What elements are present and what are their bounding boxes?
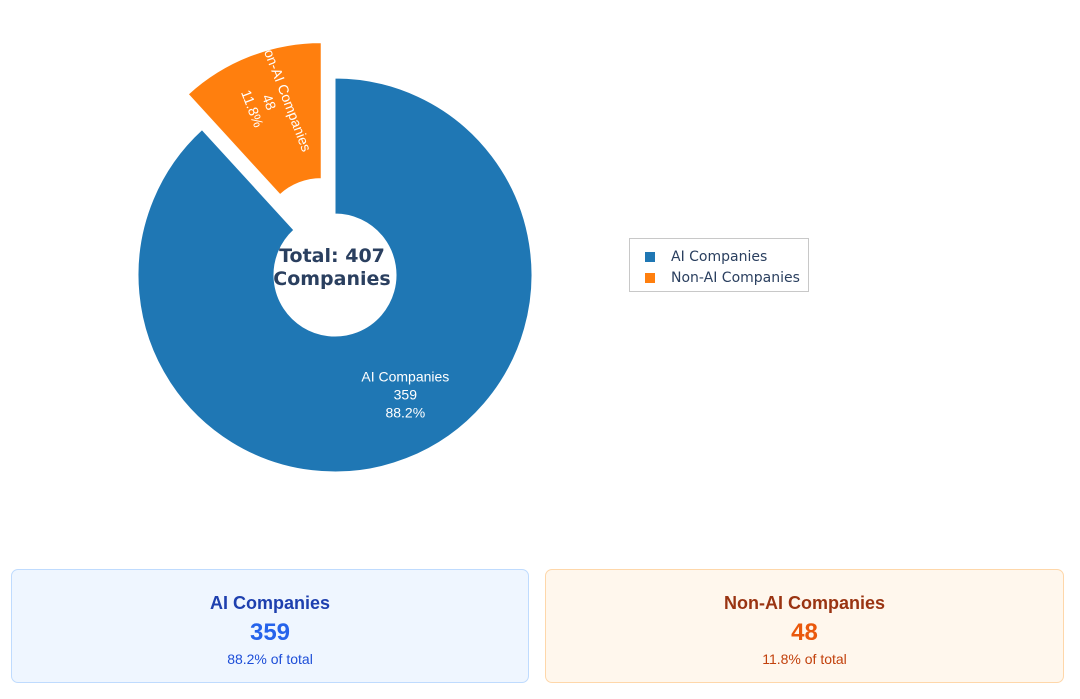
non-ai-card-value: 48 xyxy=(791,619,818,646)
ai-card-subtitle: 88.2% of total xyxy=(227,651,313,667)
chart-legend: AI Companies Non-AI Companies xyxy=(629,238,809,292)
legend-item-ai[interactable]: AI Companies xyxy=(630,246,808,267)
center-total-line-1: Total: 407 xyxy=(279,245,385,267)
slice-ai-companies[interactable] xyxy=(137,77,533,473)
legend-label-non-ai: Non-AI Companies xyxy=(671,269,800,286)
center-total-line-2: Companies xyxy=(273,268,390,290)
slice-value-text: 359 xyxy=(394,387,418,403)
ai-card-title: AI Companies xyxy=(209,593,331,613)
legend-label-ai: AI Companies xyxy=(671,248,768,265)
ai-companies-card: AI Companies 359 88.2% of total xyxy=(11,569,529,683)
ai-card-value: 359 xyxy=(249,619,291,646)
legend-swatch-non-ai xyxy=(645,272,655,283)
legend-swatch-ai xyxy=(645,251,655,262)
legend-item-non-ai[interactable]: Non-AI Companies xyxy=(630,267,808,288)
slice-value-text: 48 xyxy=(259,92,280,112)
slice-percent-text: 88.2% xyxy=(385,405,425,421)
slice-label-ai-companies: AI Companies 359 88.2% xyxy=(361,369,449,421)
non-ai-card-subtitle: 11.8% of total xyxy=(762,651,847,667)
non-ai-companies-card: Non-AI Companies 48 11.8% of total xyxy=(545,569,1064,683)
slice-label-text: AI Companies xyxy=(361,369,449,385)
non-ai-card-title: Non-AI Companies xyxy=(723,593,885,613)
donut-chart: AI Companies 359 88.2%Non-AI Companies4811… xyxy=(137,42,533,473)
slice-non-ai-companies[interactable] xyxy=(187,42,322,196)
